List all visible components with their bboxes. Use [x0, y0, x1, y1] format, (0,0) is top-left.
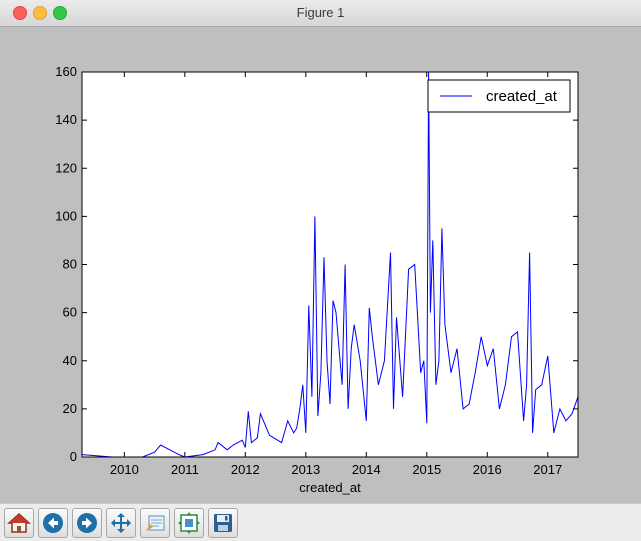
subplots-icon	[178, 512, 200, 534]
maximize-window-button[interactable]	[53, 6, 67, 20]
home-button[interactable]	[4, 508, 34, 538]
title-bar: Figure 1	[0, 0, 641, 27]
legend-box	[427, 79, 571, 113]
legend-label-created_at: created_at	[486, 88, 558, 105]
y-tick-label: 40	[63, 353, 77, 368]
y-tick-label: 60	[63, 305, 77, 320]
save-button[interactable]	[208, 508, 238, 538]
pan-arrows-icon	[111, 513, 131, 533]
series-line-created_at	[81, 71, 579, 458]
minimize-window-button[interactable]	[33, 6, 47, 20]
home-icon	[7, 512, 31, 533]
x-tick-label: 2010	[110, 462, 139, 477]
x-axis-label: created_at	[299, 480, 361, 495]
x-tick-label: 2014	[352, 462, 381, 477]
pan-button[interactable]	[106, 508, 136, 538]
x-tick-label: 2017	[533, 462, 562, 477]
line-chart: 0 20 40 60 80 100 120 140 160 2010 2011 2012 2013 201…	[55, 64, 579, 495]
x-tick-label: 2011	[171, 462, 199, 477]
back-arrow-icon	[43, 513, 63, 533]
forward-arrow-icon	[77, 513, 97, 533]
forward-button[interactable]	[72, 508, 102, 538]
x-tick-label: 2012	[231, 462, 260, 477]
y-tick-label: 140	[55, 112, 77, 127]
window-title: Figure 1	[296, 5, 345, 20]
y-tick-label: 120	[55, 160, 77, 175]
navigation-toolbar	[0, 503, 641, 541]
x-tick-label: 2013	[291, 462, 320, 477]
zoom-button[interactable]	[140, 508, 170, 538]
close-window-button[interactable]	[13, 6, 27, 20]
y-tick-label: 20	[63, 401, 77, 416]
figure-canvas[interactable]: 0 20 40 60 80 100 120 140 160 2010 2011 2012 2013 201…	[0, 27, 641, 503]
x-tick-label: 2015	[412, 462, 441, 477]
y-tick-label: 100	[55, 208, 77, 223]
zoom-rect-icon	[146, 515, 165, 531]
y-tick-label: 160	[55, 64, 77, 79]
x-tick-label: 2016	[473, 462, 502, 477]
save-disk-icon	[214, 514, 232, 532]
subplots-button[interactable]	[174, 508, 204, 538]
y-tick-label: 0	[70, 449, 77, 464]
y-tick-label: 80	[63, 257, 77, 272]
back-button[interactable]	[38, 508, 68, 538]
